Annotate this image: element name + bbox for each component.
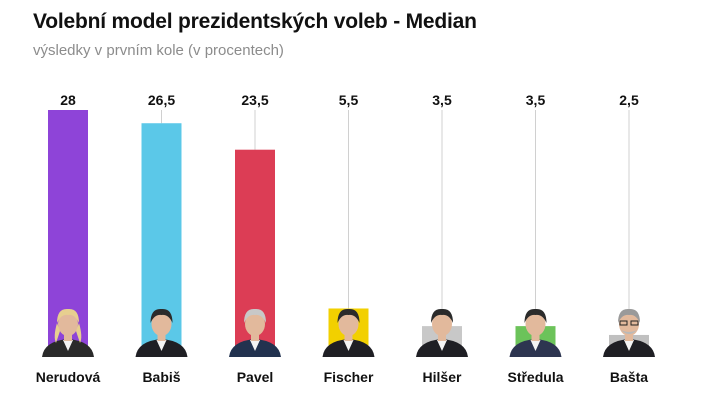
category-label-nerudova: Nerudová — [36, 369, 101, 385]
category-label-babis: Babiš — [142, 369, 180, 385]
category-label-hilser: Hilšer — [423, 369, 462, 385]
candidate-photo-fischer — [322, 308, 375, 357]
candidate-photo-babis — [135, 308, 188, 357]
value-label-stredula: 3,5 — [526, 92, 546, 108]
candidate-photo-hilser — [416, 308, 468, 357]
value-label-nerudova: 28 — [60, 92, 76, 108]
value-label-hilser: 3,5 — [432, 92, 452, 108]
category-label-basta: Bašta — [610, 369, 648, 385]
value-label-fischer: 5,5 — [339, 92, 359, 108]
candidate-photo-pavel — [229, 308, 281, 357]
value-label-basta: 2,5 — [619, 92, 639, 108]
category-label-pavel: Pavel — [237, 369, 274, 385]
candidate-photo-stredula — [509, 308, 562, 357]
category-label-fischer: Fischer — [324, 369, 374, 385]
chart-subtitle: výsledky v prvním kole (v procentech) — [33, 42, 284, 59]
value-label-pavel: 23,5 — [241, 92, 268, 108]
candidate-photo-nerudova — [42, 308, 94, 357]
chart-title: Volební model prezidentských voleb - Med… — [33, 10, 477, 33]
candidate-photo-basta — [603, 308, 655, 357]
category-label-stredula: Středula — [507, 369, 563, 385]
value-label-babis: 26,5 — [148, 92, 175, 108]
